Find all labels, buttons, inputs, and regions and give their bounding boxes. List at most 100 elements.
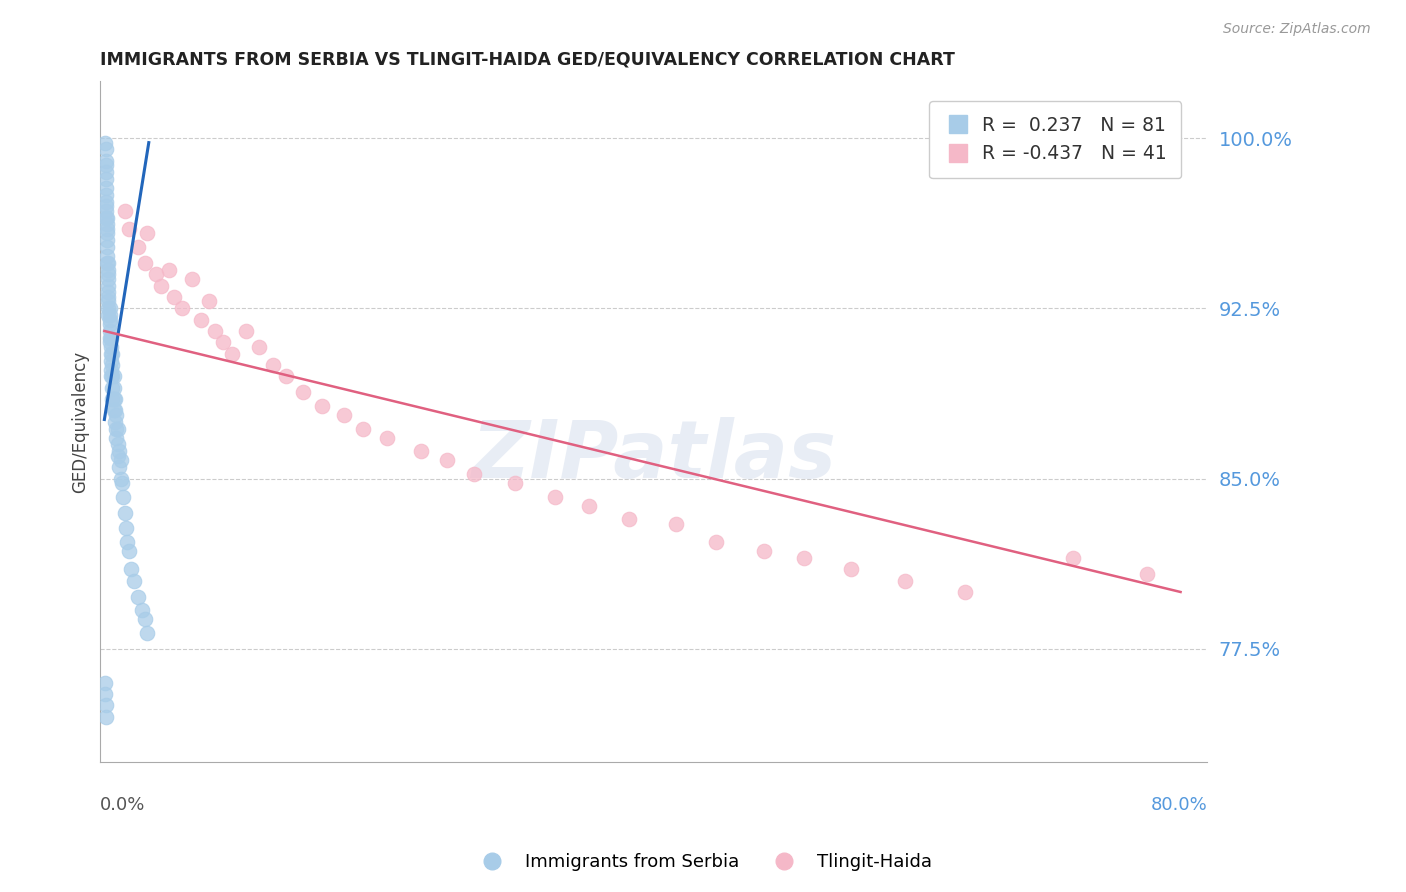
Point <box>1062 551 1084 566</box>
Point <box>114 203 136 218</box>
Point <box>117 535 139 549</box>
Point <box>96 217 118 231</box>
Point <box>198 294 221 309</box>
Point <box>157 262 180 277</box>
Point <box>221 347 243 361</box>
Point <box>131 603 153 617</box>
Point <box>97 267 120 281</box>
Point <box>247 340 270 354</box>
Point <box>114 506 136 520</box>
Point <box>122 574 145 588</box>
Point <box>97 278 120 293</box>
Point <box>578 499 600 513</box>
Point <box>103 381 125 395</box>
Point <box>117 222 139 236</box>
Point <box>163 290 186 304</box>
Point <box>955 585 977 599</box>
Legend: Immigrants from Serbia, Tlingit-Haida: Immigrants from Serbia, Tlingit-Haida <box>467 847 939 879</box>
Text: Source: ZipAtlas.com: Source: ZipAtlas.com <box>1223 22 1371 37</box>
Text: IMMIGRANTS FROM SERBIA VS TLINGIT-HAIDA GED/EQUIVALENCY CORRELATION CHART: IMMIGRANTS FROM SERBIA VS TLINGIT-HAIDA … <box>100 51 955 69</box>
Y-axis label: GED/Equivalency: GED/Equivalency <box>72 351 89 493</box>
Point <box>274 369 297 384</box>
Point <box>311 399 333 413</box>
Point <box>104 392 127 406</box>
Point <box>235 324 257 338</box>
Point <box>103 403 125 417</box>
Point <box>110 453 132 467</box>
Point <box>117 544 139 558</box>
Point <box>98 331 121 345</box>
Point <box>96 240 118 254</box>
Point <box>100 331 122 345</box>
Point <box>136 625 159 640</box>
Point <box>101 381 124 395</box>
Point <box>100 353 122 368</box>
Point <box>190 312 212 326</box>
Point <box>463 467 485 481</box>
Point <box>94 698 117 713</box>
Text: 0.0%: 0.0% <box>100 797 146 814</box>
Point <box>101 369 124 384</box>
Point <box>409 444 432 458</box>
Point <box>120 562 142 576</box>
Point <box>105 408 128 422</box>
Point <box>100 347 122 361</box>
Point <box>94 687 117 701</box>
Point <box>665 516 688 531</box>
Point <box>107 421 129 435</box>
Point <box>94 181 117 195</box>
Point <box>1136 566 1159 581</box>
Point <box>94 153 117 168</box>
Point <box>134 612 156 626</box>
Point <box>96 256 118 270</box>
Point <box>101 347 124 361</box>
Point <box>894 574 917 588</box>
Point <box>103 369 125 384</box>
Point <box>94 675 117 690</box>
Point <box>110 471 132 485</box>
Point <box>104 403 127 417</box>
Point <box>101 358 124 372</box>
Point <box>839 562 862 576</box>
Point <box>96 203 118 218</box>
Point <box>333 408 356 422</box>
Point <box>262 358 284 372</box>
Text: ZIPatlas: ZIPatlas <box>471 417 837 495</box>
Point <box>96 211 118 225</box>
Point <box>98 312 121 326</box>
Point <box>97 301 120 316</box>
Point <box>107 437 129 451</box>
Point <box>97 262 120 277</box>
Point <box>98 308 121 322</box>
Point <box>97 294 120 309</box>
Point <box>108 444 131 458</box>
Point <box>96 222 118 236</box>
Point <box>94 187 117 202</box>
Point <box>145 267 167 281</box>
Point <box>94 158 117 172</box>
Text: 80.0%: 80.0% <box>1150 797 1208 814</box>
Point <box>96 227 118 241</box>
Point <box>98 301 121 316</box>
Point <box>149 278 172 293</box>
Point <box>503 476 526 491</box>
Point <box>375 431 398 445</box>
Point <box>94 136 117 150</box>
Point <box>105 431 128 445</box>
Point <box>96 233 118 247</box>
Point <box>97 308 120 322</box>
Point <box>96 211 118 225</box>
Point <box>108 460 131 475</box>
Point <box>101 392 124 406</box>
Point <box>100 369 122 384</box>
Point <box>97 256 120 270</box>
Point <box>752 544 775 558</box>
Point <box>127 590 149 604</box>
Point <box>111 476 134 491</box>
Point <box>98 324 121 338</box>
Point <box>100 362 122 376</box>
Point <box>103 392 125 406</box>
Point <box>134 256 156 270</box>
Point <box>104 415 127 429</box>
Point <box>105 421 128 435</box>
